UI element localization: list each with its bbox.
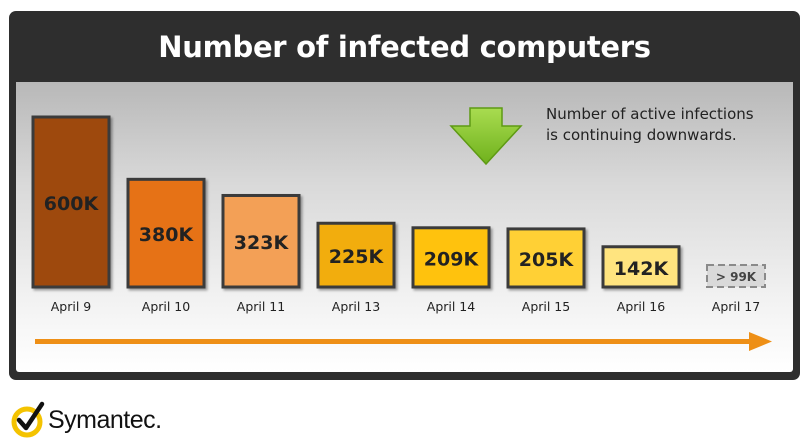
x-tick-label: April 17 bbox=[712, 299, 760, 314]
value-label: 600K bbox=[44, 193, 100, 215]
x-tick-label: April 10 bbox=[142, 299, 190, 314]
x-tick-label: April 13 bbox=[332, 299, 380, 314]
bar-april-17 bbox=[706, 264, 766, 288]
value-label: 205K bbox=[519, 249, 575, 271]
bar-april-10 bbox=[126, 177, 206, 289]
value-label: 225K bbox=[329, 246, 385, 268]
chart-title: Number of infected computers bbox=[158, 29, 651, 64]
brand-name: Symantec. bbox=[48, 405, 162, 434]
symantec-logo: Symantec. bbox=[10, 400, 162, 440]
checkmark-logo-icon bbox=[11, 401, 45, 438]
x-tick-label: April 16 bbox=[617, 299, 665, 314]
bar-april-11 bbox=[221, 193, 301, 289]
x-tick-label: April 9 bbox=[51, 299, 92, 314]
value-label: > 99K bbox=[716, 270, 757, 284]
x-tick-label: April 15 bbox=[522, 299, 570, 314]
bar-april-9 bbox=[31, 115, 111, 289]
x-tick-label: April 14 bbox=[427, 299, 475, 314]
x-tick-label: April 11 bbox=[237, 299, 285, 314]
down-arrow-icon bbox=[449, 107, 523, 166]
annotation-line-2: is continuing downwards. bbox=[546, 126, 737, 144]
bar-april-13 bbox=[316, 221, 396, 289]
value-label: 142K bbox=[614, 258, 670, 280]
bar-april-16 bbox=[601, 245, 681, 289]
value-label: 209K bbox=[424, 248, 480, 270]
annotation-text: Number of active infections is continuin… bbox=[546, 104, 786, 146]
annotation-line-1: Number of active infections bbox=[546, 105, 754, 123]
timeline-arrow bbox=[35, 332, 772, 351]
bar-april-14 bbox=[411, 226, 491, 289]
value-label: 380K bbox=[139, 224, 195, 246]
value-label: 323K bbox=[234, 232, 290, 254]
bar-april-15 bbox=[506, 227, 586, 289]
